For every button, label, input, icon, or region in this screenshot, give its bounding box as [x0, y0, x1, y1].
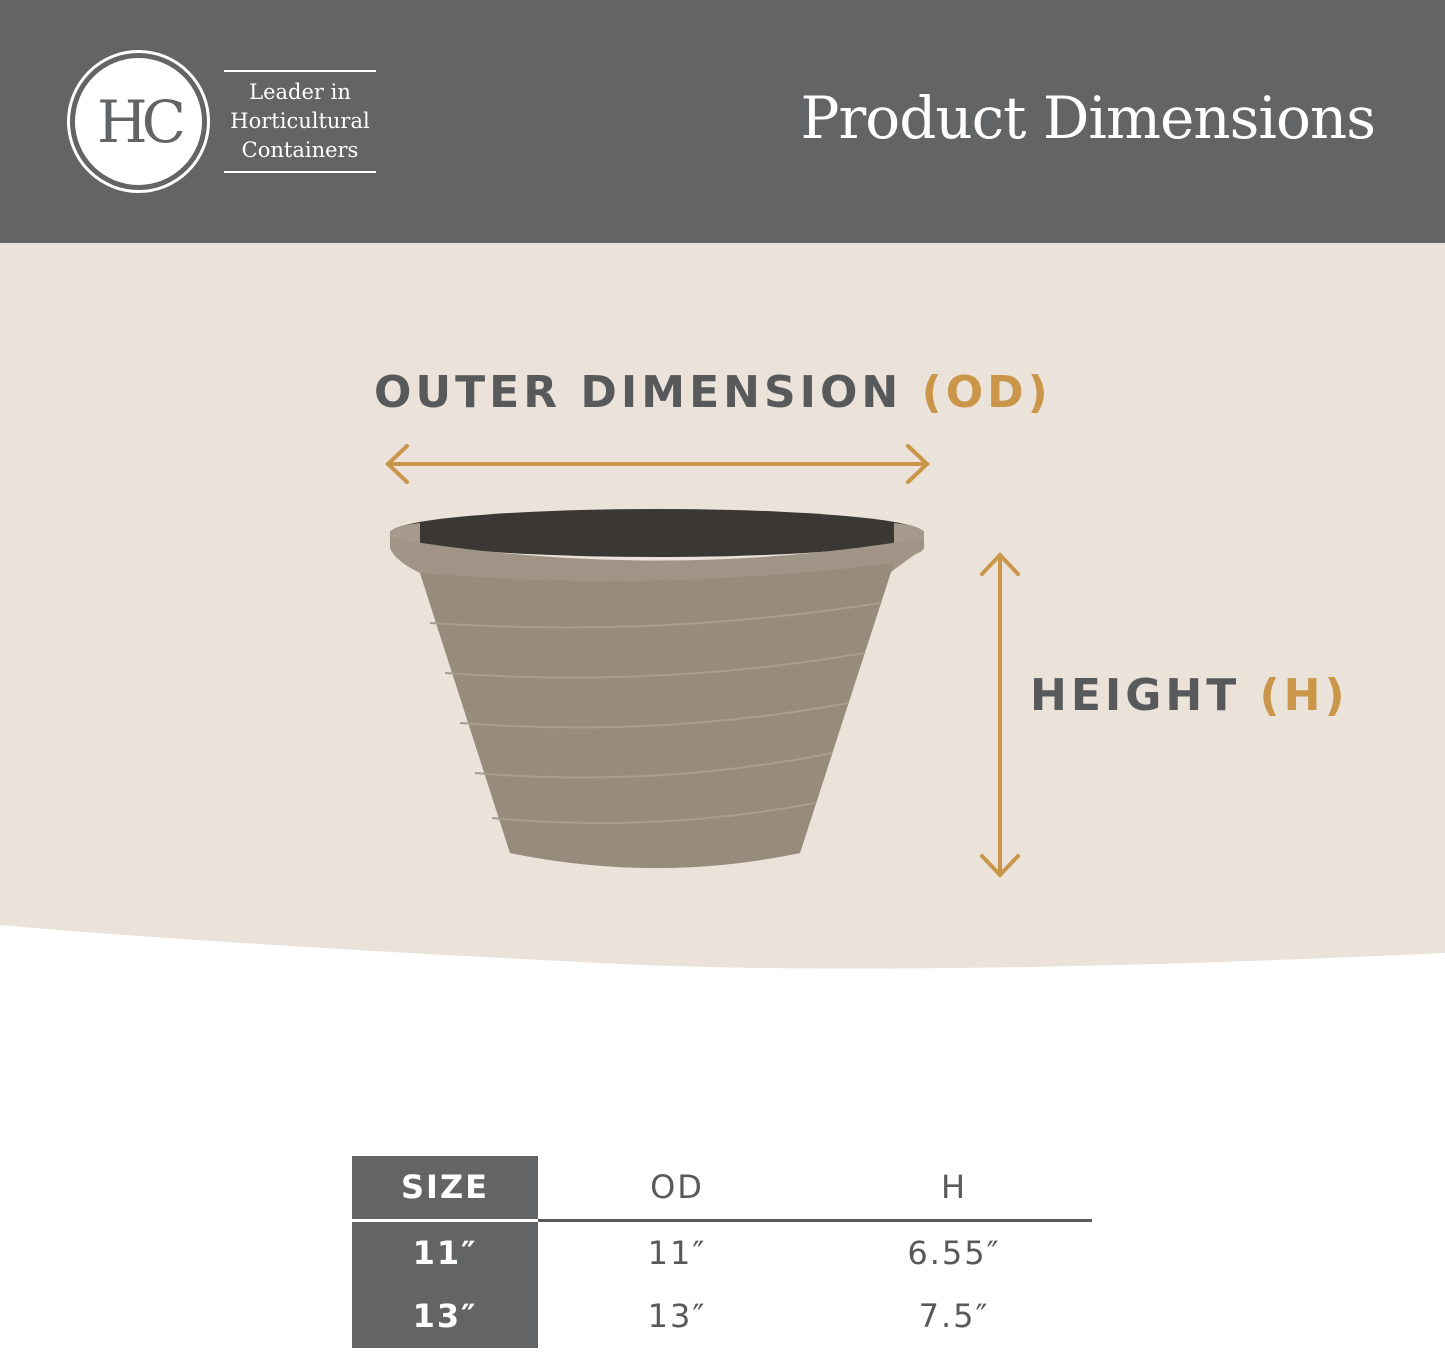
table-row: 11″ 11″ 6.55″ [352, 1220, 1092, 1284]
table-row: 13″ 13″ 7.5″ [352, 1284, 1092, 1348]
height-arrow [980, 552, 1020, 878]
table-header: SIZE OD H [352, 1156, 1092, 1222]
tagline: Leader in Horticultural Containers [224, 70, 376, 173]
size-table: SIZE OD H 11″ 11″ 6.55″ 13″ 13″ 7.5″ [352, 1156, 1092, 1348]
od-label: OUTER DIMENSION (OD) [374, 367, 1052, 418]
header: HC Leader in Horticultural Containers Pr… [0, 0, 1445, 243]
page-title: Product Dimensions [800, 84, 1376, 152]
planter-image [390, 509, 924, 868]
brand-logo: HC [67, 50, 210, 193]
od-arrow [385, 444, 930, 484]
diagram-background [0, 243, 1445, 969]
height-label: HEIGHT (H) [1030, 670, 1349, 721]
